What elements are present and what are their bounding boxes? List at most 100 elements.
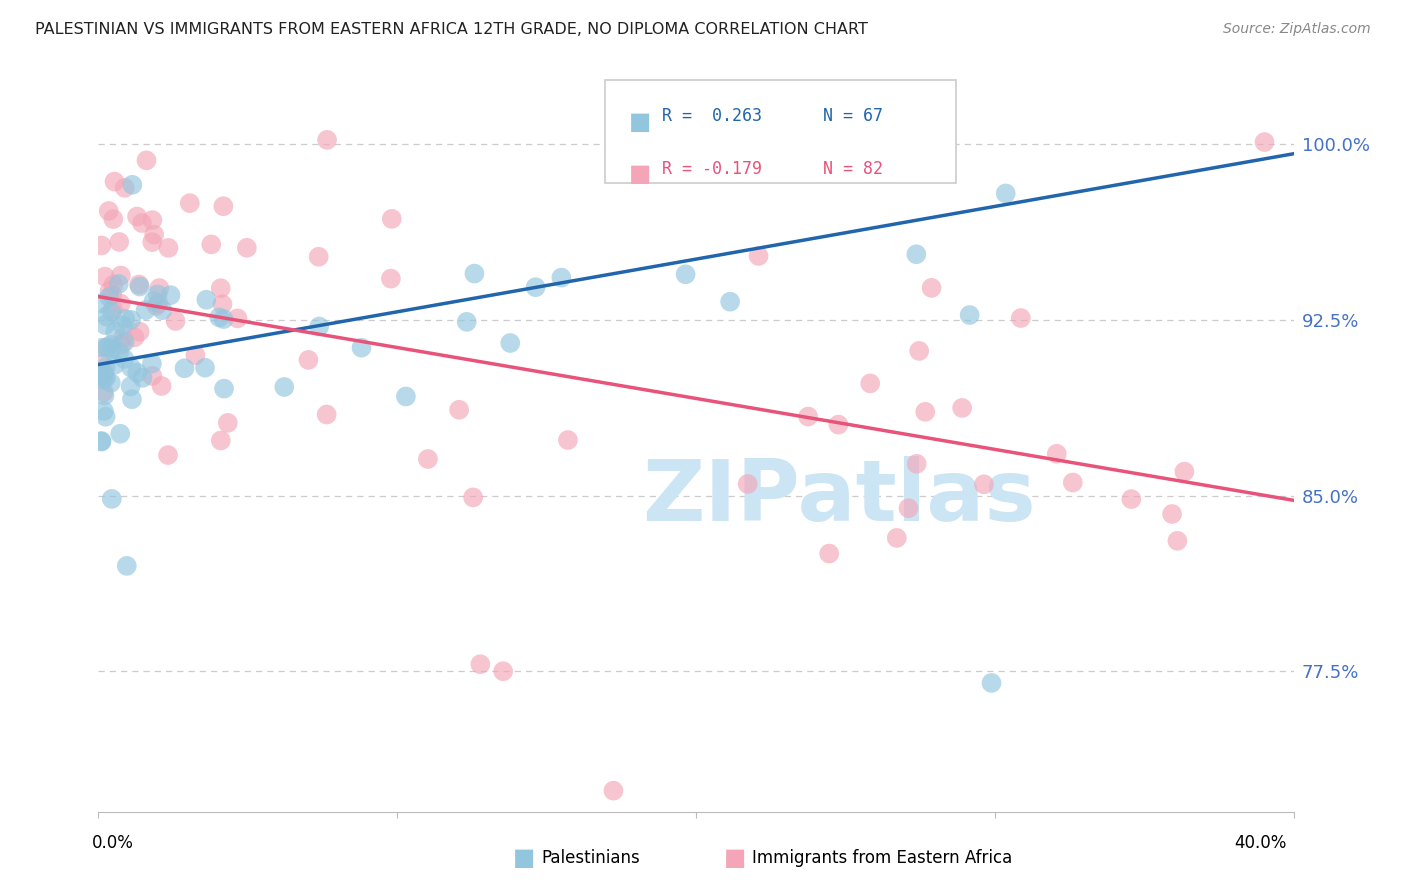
Point [125,210,148,224]
Point [124,330,146,344]
Text: Source: ZipAtlas.com: Source: ZipAtlas.com [1223,22,1371,37]
Point [103,277,125,292]
Point [236,241,259,255]
Point [90,368,112,382]
Point [550,270,572,285]
Point [316,133,339,147]
Point [959,308,981,322]
Point [128,277,150,292]
Point [98,290,121,304]
Point [110,426,132,441]
Point [100,305,122,319]
Point [114,311,136,326]
Point [112,331,135,345]
Point [114,181,136,195]
Point [859,376,882,391]
Text: Palestinians: Palestinians [541,849,640,867]
Point [297,352,319,367]
Point [470,657,492,672]
Point [94,318,117,332]
Point [93,404,115,418]
Point [315,408,337,422]
Point [463,267,485,281]
Point [395,389,418,403]
Point [131,371,153,385]
Text: N = 67: N = 67 [823,107,883,125]
Point [148,281,170,295]
Point [226,311,249,326]
Point [120,360,142,375]
Point [914,405,936,419]
Point [128,325,150,339]
Point [96,341,118,355]
Point [135,303,157,318]
Point [127,366,149,380]
Point [93,388,115,402]
Point [905,247,928,261]
Point [94,360,117,375]
Point [121,178,143,192]
Point [1173,465,1195,479]
Text: R = -0.179: R = -0.179 [662,160,762,178]
Point [416,452,439,467]
Point [121,392,143,407]
Point [90,434,112,449]
Point [97,204,120,219]
Point [104,325,127,339]
Point [818,547,841,561]
Point [209,434,232,448]
Point [165,314,187,328]
Point [91,341,114,355]
Point [630,135,652,149]
Point [150,379,173,393]
Point [173,361,195,376]
Text: Immigrants from Eastern Africa: Immigrants from Eastern Africa [752,849,1012,867]
Point [108,344,131,359]
Point [449,402,471,417]
Point [461,491,484,505]
Point [209,281,232,295]
Point [179,196,201,211]
Point [112,351,135,366]
Point [128,279,150,293]
Point [94,371,117,385]
Point [90,238,112,252]
Point [602,783,624,797]
Point [110,296,132,310]
Point [141,235,163,249]
Point [1166,533,1188,548]
Point [103,175,125,189]
Point [157,241,180,255]
Point [208,310,231,325]
Point [93,367,115,381]
Point [131,216,153,230]
Point [950,401,973,415]
Point [90,356,112,370]
Point [90,434,112,448]
Point [718,294,741,309]
Point [212,382,235,396]
Point [195,293,218,307]
Point [101,491,124,506]
Point [492,664,515,678]
Point [308,250,330,264]
Point [737,477,759,491]
Point [194,360,217,375]
Text: ■: ■ [513,847,536,870]
Point [350,341,373,355]
Point [115,558,138,573]
Point [94,409,117,424]
Point [1046,447,1069,461]
Text: N = 82: N = 82 [823,160,883,178]
Point [212,312,235,326]
Point [110,337,132,351]
Point [114,334,136,349]
Point [145,299,167,313]
Point [110,268,132,283]
Point [96,310,118,324]
Text: ■: ■ [628,110,651,134]
Point [994,186,1017,201]
Point [1010,311,1032,326]
Text: 0.0%: 0.0% [91,834,134,852]
Point [980,676,1002,690]
